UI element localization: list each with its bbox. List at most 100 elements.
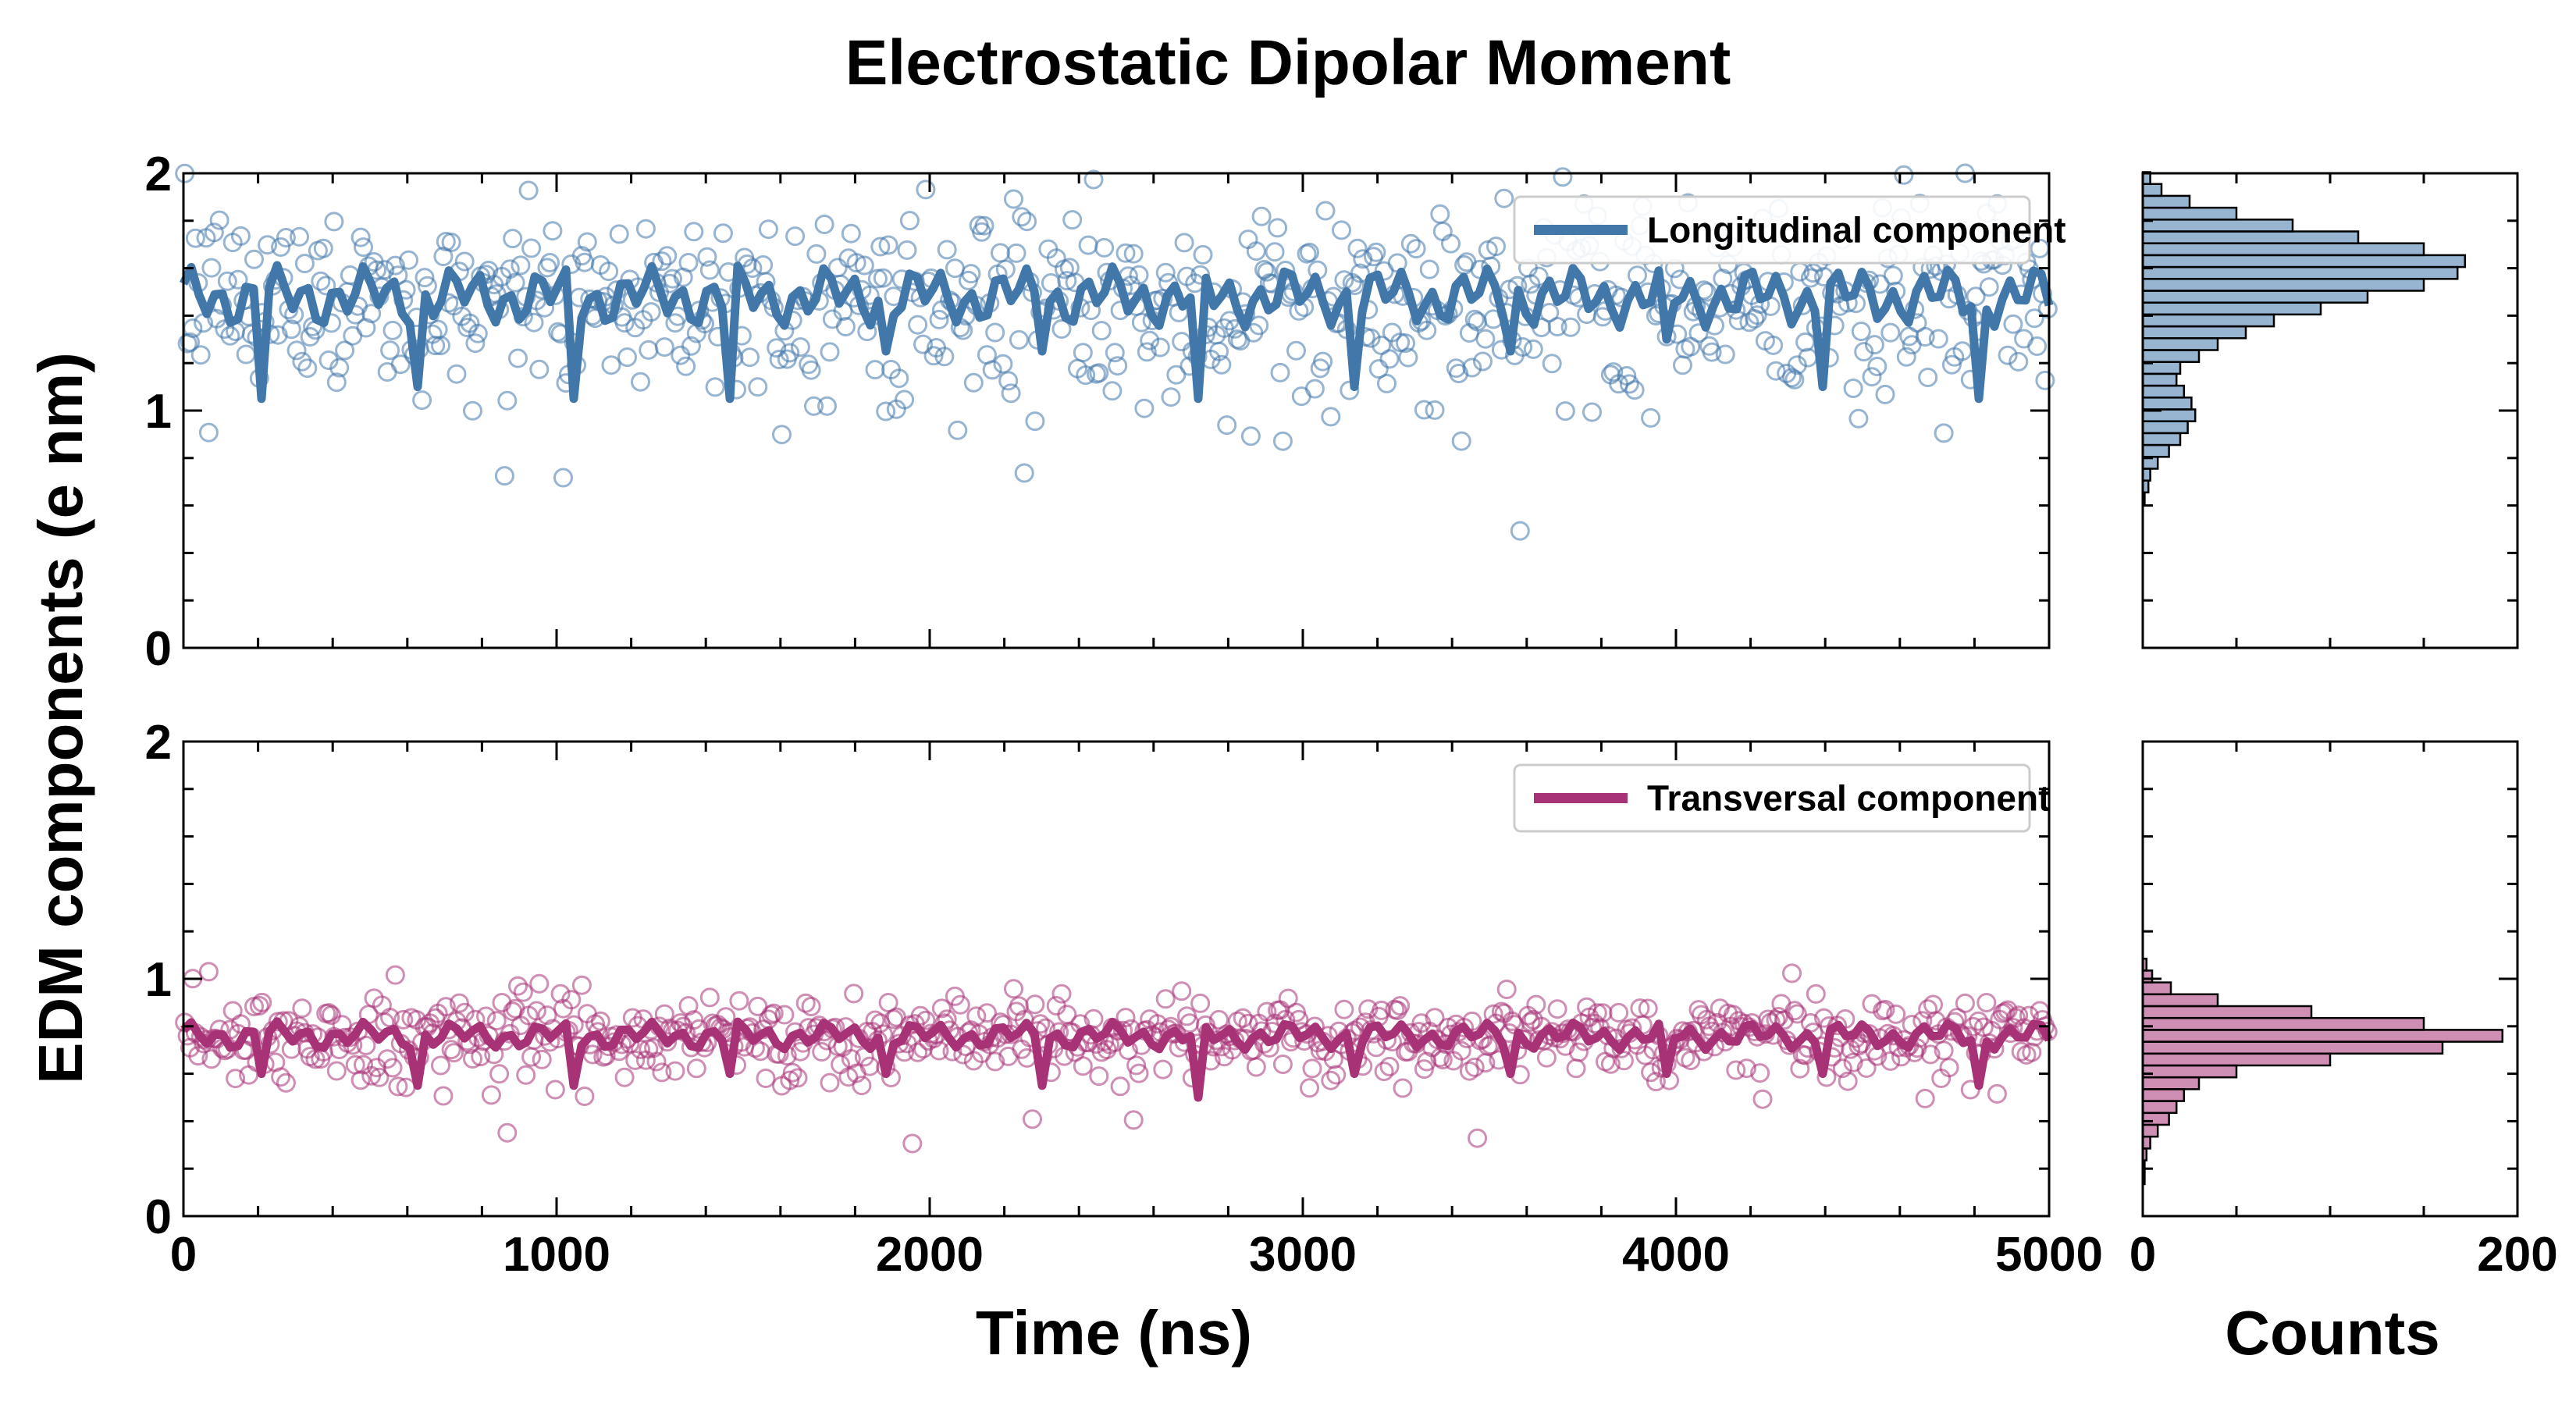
transversal-point <box>1521 1012 1541 1032</box>
longitudinal-point <box>705 377 725 397</box>
transversal-point <box>1875 999 1895 1019</box>
transversal-point <box>276 1072 296 1093</box>
longitudinal-point <box>1542 354 1562 374</box>
longitudinal-point <box>1102 381 1123 401</box>
longitudinal-point <box>1073 343 1093 363</box>
transversal-point <box>1963 1016 1984 1037</box>
longitudinal-point <box>1510 521 1530 541</box>
longitudinal-point <box>639 340 659 360</box>
longitudinal-point <box>1851 322 1871 341</box>
transversal-point <box>1526 994 1546 1015</box>
longitudinal-point <box>1083 169 1104 190</box>
transversal-running-mean-line <box>180 1017 2053 1102</box>
longitudinal-point <box>1934 423 1954 443</box>
longitudinal-point <box>697 247 717 267</box>
transversal-point <box>646 1051 667 1072</box>
transversal-point <box>774 1005 795 1025</box>
longitudinal-point <box>1486 237 1506 257</box>
transversal-point <box>226 1069 246 1089</box>
transversal-point <box>686 1058 706 1079</box>
transversal-point <box>1920 1044 1941 1065</box>
transversal-point <box>1926 1011 1946 1031</box>
transversal-histogram-bar <box>2141 1005 2313 1019</box>
longitudinal-point <box>1081 301 1101 321</box>
transversal-point <box>1051 984 1072 1004</box>
longitudinal-point <box>1217 415 1237 436</box>
transversal-point <box>1969 1011 1988 1031</box>
transversal-point <box>1587 1003 1607 1023</box>
longitudinal-point <box>740 347 760 368</box>
longitudinal-point <box>1078 235 1098 255</box>
legend-label: Transversal component <box>1647 778 2050 819</box>
longitudinal-point <box>1475 329 1496 349</box>
longitudinal-histogram-bar <box>2141 265 2459 280</box>
transversal-point <box>1004 979 1023 999</box>
longitudinal-point <box>2027 336 2048 356</box>
longitudinal-point <box>494 466 514 486</box>
longitudinal-point <box>1555 401 1575 422</box>
longitudinal-point <box>641 302 661 322</box>
longitudinal-point <box>1076 365 1096 386</box>
longitudinal-point <box>412 390 432 411</box>
transversal-point <box>571 975 592 995</box>
transversal-point <box>537 1005 557 1026</box>
longitudinal-point <box>780 343 800 363</box>
longitudinal-point <box>2014 329 2034 349</box>
longitudinal-point <box>1150 337 1170 357</box>
longitudinal-point <box>1918 368 1938 387</box>
longitudinal-point <box>1419 259 1439 279</box>
transversal-point <box>326 1061 347 1081</box>
hist-x-tick-labels: 0 200 <box>2129 1228 2558 1282</box>
longitudinal-point <box>1115 243 1136 263</box>
x-tick-label: 5000 <box>1995 1228 2103 1282</box>
longitudinal-histogram-bar <box>2141 313 2275 328</box>
longitudinal-point <box>1347 238 1368 258</box>
longitudinal-point <box>399 250 418 270</box>
longitudinal-point <box>1425 400 1445 420</box>
longitudinal-histogram-bar <box>2141 337 2219 351</box>
longitudinal-point <box>865 360 885 380</box>
transversal-point <box>1646 1072 1666 1092</box>
longitudinal-point <box>1414 400 1434 420</box>
longitudinal-point <box>1803 263 1823 283</box>
longitudinal-point <box>1140 330 1160 350</box>
longitudinal-point <box>577 232 597 252</box>
transversal-histogram-bar <box>2141 993 2219 1008</box>
hist-x-axis-label: Counts <box>2225 1298 2440 1368</box>
longitudinal-point <box>1523 339 1543 359</box>
chart-title: Electrostatic Dipolar Moment <box>845 27 1731 98</box>
transversal-point <box>756 1069 776 1088</box>
longitudinal-point <box>873 268 893 288</box>
longitudinal-point <box>1350 263 1370 283</box>
longitudinal-histogram-bar <box>2141 254 2467 269</box>
transversal-point <box>1126 1055 1147 1076</box>
longitudinal-point <box>876 401 896 422</box>
transversal-point <box>1782 963 1802 984</box>
transversal-point <box>350 1070 371 1090</box>
longitudinal-point <box>361 304 382 324</box>
transversal-point <box>1302 1058 1322 1079</box>
transversal-point <box>790 1041 810 1062</box>
transversal-legend: Transversal component <box>1513 763 2050 833</box>
longitudinal-point <box>1875 384 1895 404</box>
longitudinal-histogram-bar <box>2141 278 2425 292</box>
transversal-point <box>625 1050 646 1070</box>
longitudinal-point <box>1137 342 1157 362</box>
transversal-point <box>1115 1008 1136 1028</box>
longitudinal-point <box>663 269 682 289</box>
longitudinal-scatter-panel: 0 1 2 Longitudinal component <box>145 148 2066 676</box>
longitudinal-histogram-bar <box>2141 420 2189 435</box>
longitudinal-point <box>518 180 539 201</box>
longitudinal-point <box>963 372 984 393</box>
longitudinal-point <box>1560 317 1581 337</box>
longitudinal-point <box>1553 167 1573 187</box>
longitudinal-point <box>814 215 834 234</box>
longitudinal-point <box>1473 351 1493 372</box>
longitudinal-point <box>209 210 229 230</box>
longitudinal-point <box>631 372 650 392</box>
transversal-point <box>1726 1060 1746 1080</box>
longitudinal-histogram-bar <box>2141 443 2170 458</box>
longitudinal-point <box>1430 204 1450 224</box>
longitudinal-point <box>1300 242 1319 262</box>
